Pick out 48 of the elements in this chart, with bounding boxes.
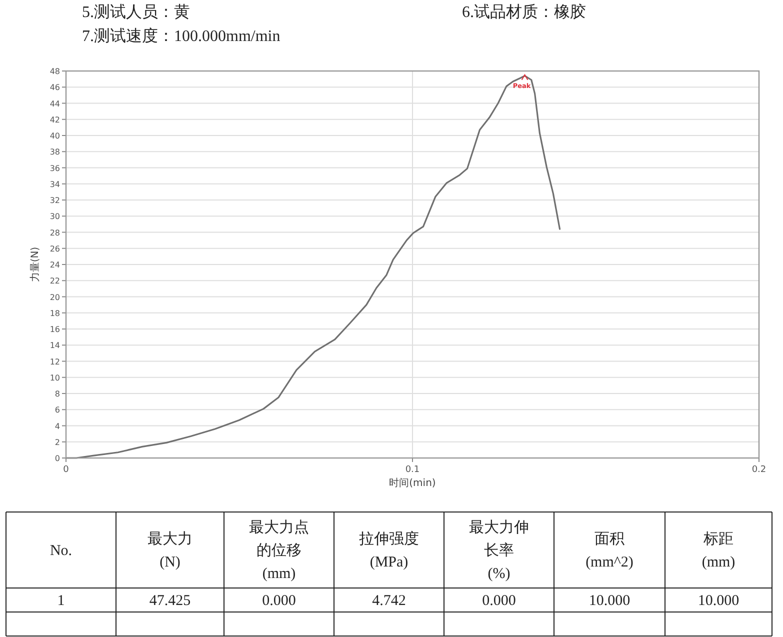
text: 最大力点的位移 (mm) bbox=[249, 519, 309, 582]
y-tick-label: 46 bbox=[50, 83, 60, 92]
x-tick-label: 0 bbox=[63, 465, 70, 475]
text: 7.测试速度：100.000mm/min bbox=[82, 27, 280, 45]
line-series bbox=[65, 74, 561, 459]
text: 面积 (mm^2) bbox=[586, 532, 634, 570]
y-tick-label: 2 bbox=[54, 438, 60, 447]
text: 标距 (mm) bbox=[702, 530, 736, 570]
y-tick-label: 14 bbox=[50, 341, 60, 350]
x-tick-label: 0.2 bbox=[752, 465, 766, 475]
y-tick-label: 38 bbox=[50, 148, 60, 157]
y-tick-label: 28 bbox=[50, 228, 60, 238]
text: 6.试品材质：橡胶 bbox=[462, 3, 586, 21]
y-tick-label: 20 bbox=[50, 292, 60, 302]
text: 最大力 (N) bbox=[148, 530, 192, 570]
y-tick-label: 22 bbox=[50, 276, 60, 286]
y-tick-label: 30 bbox=[50, 212, 60, 222]
y-tick-label: 44 bbox=[50, 99, 60, 108]
y-tick-label: 8 bbox=[54, 390, 60, 398]
y-axis-title: 力量(N) bbox=[29, 246, 41, 282]
y-tick-label: 16 bbox=[50, 325, 60, 334]
y-tick-label: 42 bbox=[50, 115, 60, 124]
text: 10.000 bbox=[698, 593, 740, 609]
text: 最大力伸长率 (%) bbox=[469, 519, 529, 582]
y-tick-label: 12 bbox=[50, 357, 60, 366]
y-tick-label: 48 bbox=[50, 67, 60, 76]
text: 0.000 bbox=[262, 593, 296, 609]
y-tick-label: 36 bbox=[50, 164, 60, 173]
y-tick-label: 10 bbox=[50, 373, 60, 382]
text: 5.测试人员：黄 bbox=[82, 3, 190, 21]
text: 拉伸强度 (MPa) bbox=[359, 530, 419, 570]
y-tick-label: 4 bbox=[54, 422, 60, 431]
text: No. bbox=[50, 543, 72, 559]
y-tick-label: 40 bbox=[50, 132, 60, 140]
text: 1 bbox=[57, 593, 65, 609]
y-tick-label: 32 bbox=[50, 196, 60, 205]
x-axis-title: 时间(min) bbox=[389, 477, 436, 489]
text: 47.425 bbox=[149, 593, 191, 609]
y-tick-label: 6 bbox=[54, 406, 60, 415]
text: 4.742 bbox=[372, 593, 406, 609]
text: 0.000 bbox=[482, 593, 516, 609]
x-tick-label: 0.1 bbox=[405, 465, 420, 475]
y-tick-label: 18 bbox=[50, 308, 60, 318]
y-tick-label: 0 bbox=[54, 454, 60, 463]
text: 10.000 bbox=[588, 593, 630, 609]
y-tick-label: 26 bbox=[50, 244, 60, 254]
y-tick-label: 34 bbox=[50, 180, 60, 189]
y-tick-label: 24 bbox=[50, 260, 60, 270]
